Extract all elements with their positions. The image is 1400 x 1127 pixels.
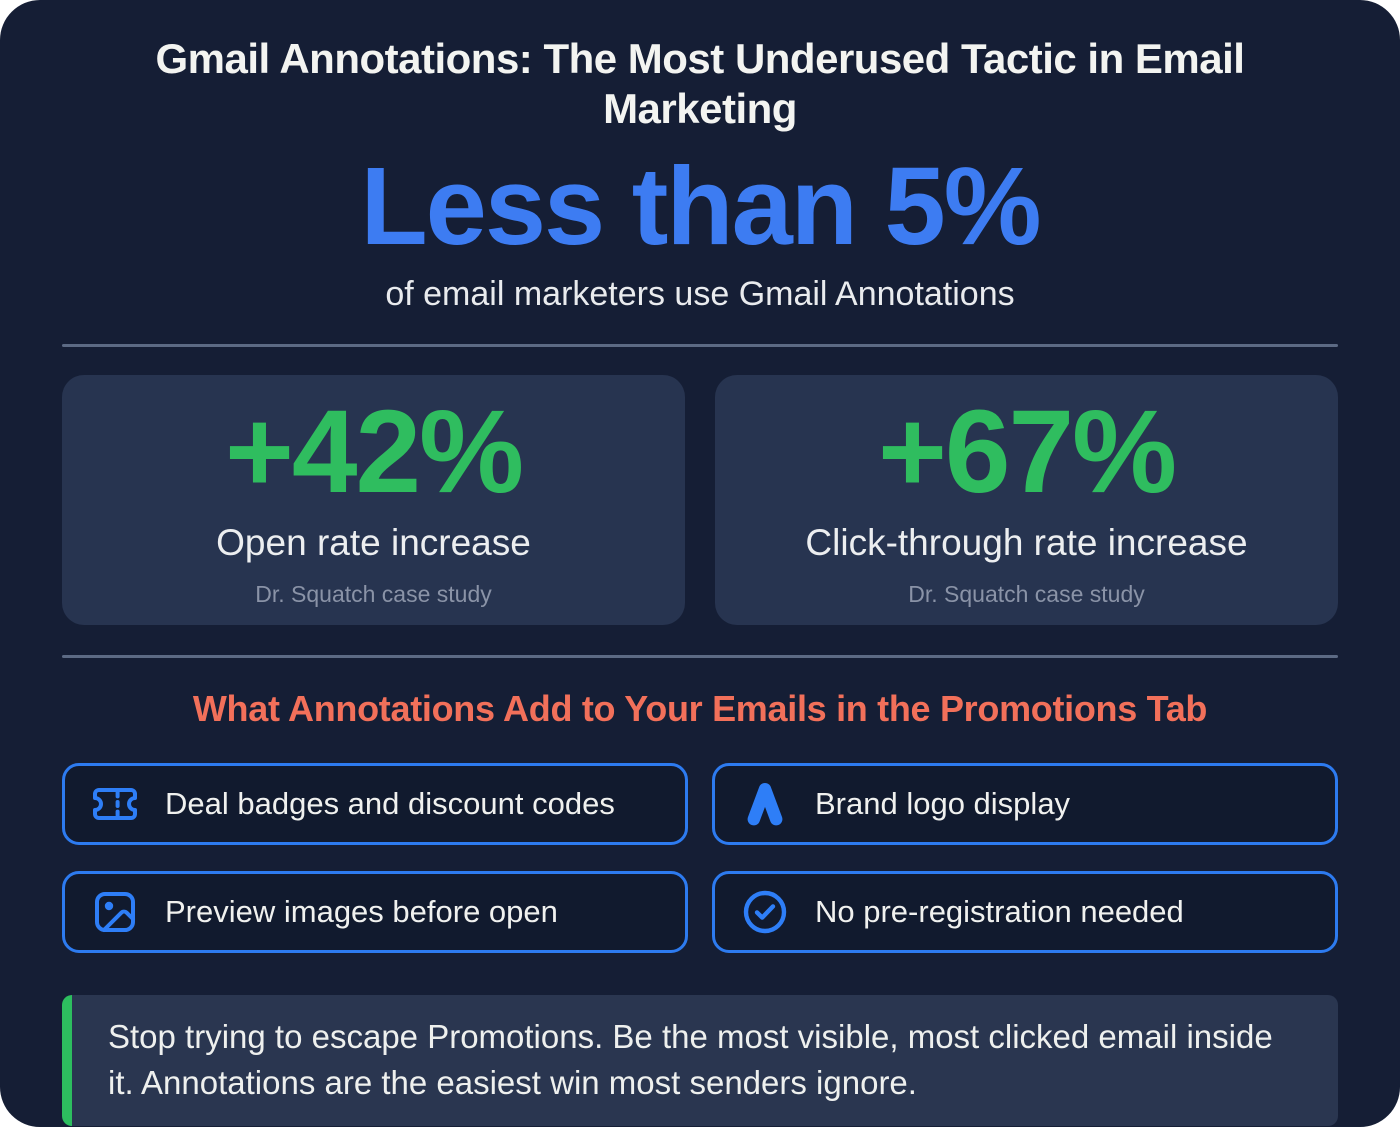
feature-label: Preview images before open [165,894,558,930]
stats-row: +42% Open rate increase Dr. Squatch case… [62,375,1338,626]
check-circle-icon [741,888,789,936]
feature-label: Deal badges and discount codes [165,786,615,822]
divider-middle [62,655,1338,659]
image-icon [91,888,139,936]
stat-source: Dr. Squatch case study [908,581,1145,608]
feature-label: Brand logo display [815,786,1071,822]
stat-label: Open rate increase [216,521,531,563]
feature-no-preregistration: No pre-registration needed [712,871,1338,954]
quote-text: Stop trying to escape Promotions. Be the… [108,1018,1273,1101]
feature-brand-logo: Brand logo display [712,763,1338,846]
stat-value: +42% [224,386,524,519]
stat-source: Dr. Squatch case study [255,581,492,608]
stat-card-open-rate: +42% Open rate increase Dr. Squatch case… [62,375,685,626]
page-title: Gmail Annotations: The Most Underused Ta… [155,35,1245,133]
divider-top [62,344,1338,348]
hero-subtitle: of email marketers use Gmail Annotations [385,275,1015,314]
stat-card-click-through: +67% Click-through rate increase Dr. Squ… [715,375,1338,626]
brand-logo-icon [741,780,789,828]
feature-preview-images: Preview images before open [62,871,688,954]
features-grid: Deal badges and discount codes Brand log… [62,763,1338,954]
quote-box: Stop trying to escape Promotions. Be the… [62,995,1338,1126]
feature-deal-badges: Deal badges and discount codes [62,763,688,846]
stat-value: +67% [877,386,1177,519]
ticket-icon [91,780,139,828]
section-heading: What Annotations Add to Your Emails in t… [192,688,1208,730]
feature-label: No pre-registration needed [815,894,1184,930]
stat-label: Click-through rate increase [805,521,1248,563]
hero-headline: Less than 5% [360,144,1041,268]
